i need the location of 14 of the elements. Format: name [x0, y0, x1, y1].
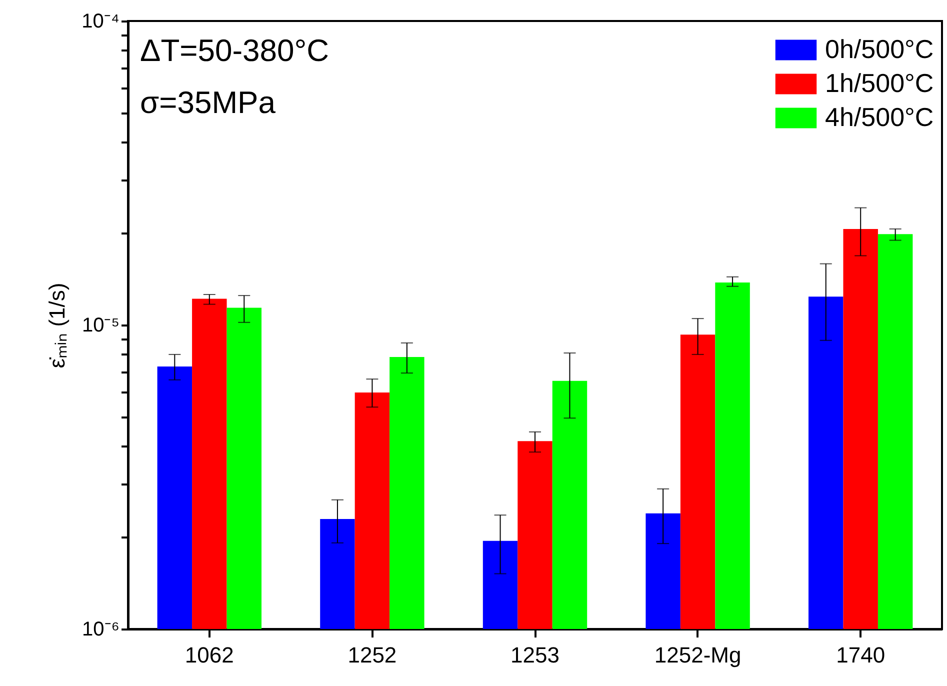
legend-label: 0h/500°C [825, 34, 934, 64]
x-tick-label: 1253 [510, 642, 560, 668]
y-tick-label: 10⁻⁵ [82, 314, 120, 336]
x-tick-label: 1740 [836, 642, 886, 668]
x-tick-label: 1062 [184, 642, 234, 668]
y-tick-label: 10⁻⁶ [82, 618, 120, 640]
x-tick-label: 1252-Mg [654, 642, 742, 668]
y-tick-label: 10⁻⁴ [82, 10, 120, 32]
legend-label: 1h/500°C [825, 68, 934, 98]
annotation: σ=35MPa [140, 85, 276, 120]
legend-label: 4h/500°C [825, 102, 934, 132]
y-axis-title: ε̇ₘᵢₙ (1/s) [44, 282, 70, 368]
annotation: ΔT=50-380°C [140, 33, 330, 68]
x-tick-label: 1252 [348, 642, 397, 668]
